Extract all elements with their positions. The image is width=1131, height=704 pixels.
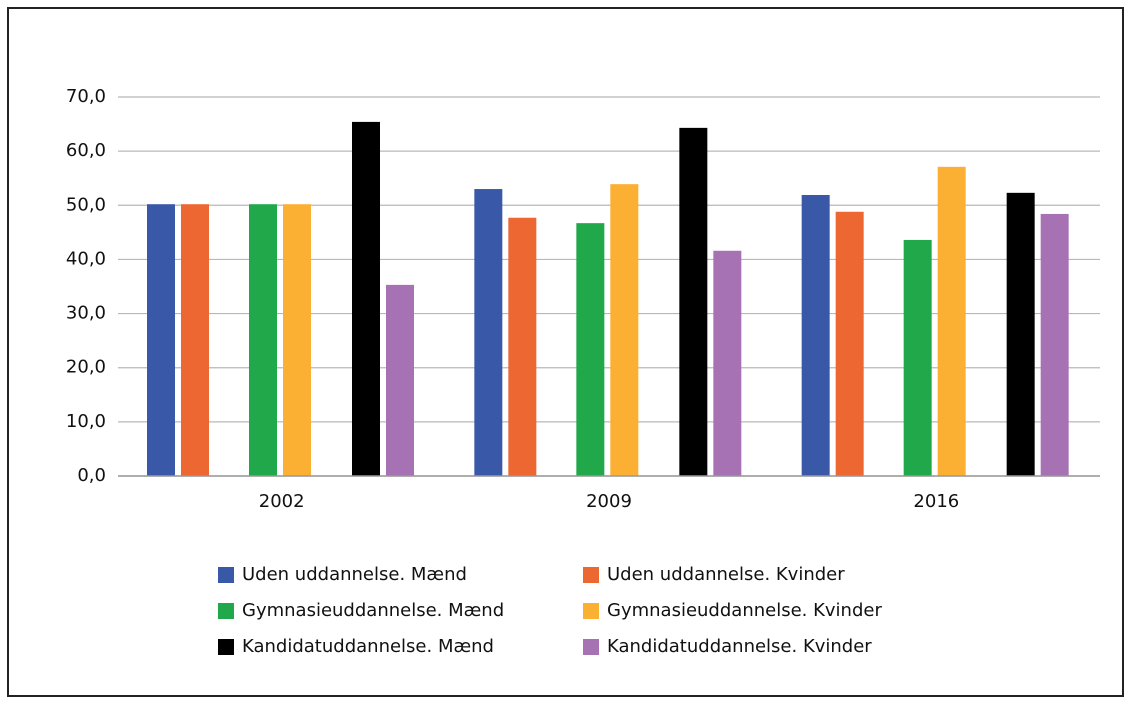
y-tick-label: 50,0: [66, 194, 106, 215]
bar: [474, 189, 503, 477]
legend-label: Kandidatuddannelse. Kvinder: [607, 636, 872, 657]
legend-label: Uden uddannelse. Kvinder: [607, 564, 845, 585]
bar: [147, 204, 175, 476]
legend-label: Gymnasieuddannelse. Kvinder: [607, 600, 882, 621]
bar: [679, 127, 708, 477]
y-tick-label: 40,0: [66, 248, 106, 269]
bar: [283, 204, 311, 476]
bar: [1006, 192, 1035, 476]
x-tick-label: 2016: [913, 491, 959, 512]
bar: [801, 194, 830, 476]
bar: [835, 211, 864, 477]
legend-swatch: [583, 567, 599, 583]
bar: [181, 204, 209, 476]
bar: [610, 184, 639, 477]
bar: [903, 239, 932, 476]
x-tick-label: 2002: [259, 491, 305, 512]
bar: [576, 223, 605, 476]
y-tick-label: 60,0: [66, 140, 106, 161]
legend-swatch: [583, 639, 599, 655]
legend-label: Kandidatuddannelse. Mænd: [242, 636, 494, 657]
y-tick-label: 10,0: [66, 411, 106, 432]
bar: [713, 250, 742, 476]
bar: [937, 166, 966, 476]
y-tick-label: 20,0: [66, 357, 106, 378]
legend-label: Gymnasieuddannelse. Mænd: [242, 600, 504, 621]
bar: [352, 121, 380, 477]
bar: [508, 217, 537, 476]
bar: [1040, 213, 1069, 476]
bar: [386, 284, 414, 476]
legend-swatch: [218, 603, 234, 619]
x-tick-label: 2009: [586, 491, 632, 512]
legend-swatch: [218, 567, 234, 583]
legend-swatch: [218, 639, 234, 655]
legend-swatch: [583, 603, 599, 619]
y-tick-label: 0,0: [77, 465, 106, 486]
y-tick-label: 30,0: [66, 303, 106, 324]
bar: [249, 204, 277, 476]
legend-label: Uden uddannelse. Mænd: [242, 564, 467, 585]
y-tick-label: 70,0: [66, 86, 106, 107]
